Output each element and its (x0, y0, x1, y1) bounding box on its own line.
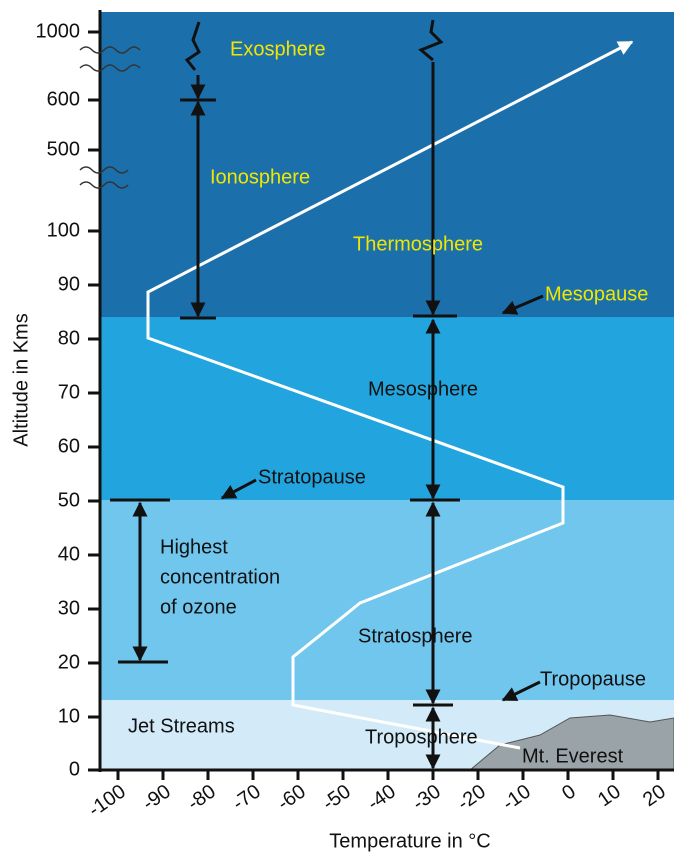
ozone-label: Highest (160, 536, 228, 558)
x-axis-title: Temperature in °C (329, 830, 490, 852)
y-tick-label: 80 (58, 327, 80, 349)
wiggles (79, 46, 141, 189)
x-tick-label: -40 (364, 780, 400, 815)
stratosphere-label: Stratosphere (358, 625, 473, 647)
thermosphere-label: Thermosphere (353, 233, 483, 255)
x-tick-label: -30 (409, 780, 445, 815)
y-axis-title: Altitude in Kms (10, 313, 32, 446)
x-tick-label: -100 (84, 780, 129, 821)
everest-label: Mt. Everest (522, 745, 624, 767)
temperature-profile (146, 40, 634, 750)
y-tick-label: 10 (58, 705, 80, 727)
x-tick-label: -70 (229, 780, 265, 815)
ozone-label: concentration (160, 566, 280, 588)
x-tick-label: -20 (454, 780, 490, 815)
y-tick-label: 40 (58, 543, 80, 565)
x-tick-label: -80 (184, 780, 220, 815)
stratopause-label: Stratopause (258, 466, 366, 488)
background-bands (100, 12, 674, 771)
x-tick-label: -90 (139, 780, 175, 815)
x-tick-label: -10 (499, 780, 535, 815)
y-tick-label: 1000 (36, 20, 81, 42)
y-tick-label: 100 (47, 219, 80, 241)
mesopause-label: Mesopause (545, 283, 648, 305)
y-tick-label: 500 (47, 138, 80, 160)
jet-streams-label: Jet Streams (128, 715, 235, 737)
x-tick-label: 10 (594, 780, 625, 811)
y-tick-label: 600 (47, 88, 80, 110)
troposphere-label: Troposphere (365, 726, 478, 748)
ionosphere-label: Ionosphere (210, 166, 310, 188)
mesosphere-label: Mesosphere (368, 378, 478, 400)
ozone-label: of ozone (160, 596, 237, 618)
y-tick-label: 90 (58, 273, 80, 295)
y-tick-label: 70 (58, 381, 80, 403)
layer-arrows (110, 19, 544, 770)
y-tick-label: 0 (69, 758, 80, 780)
y-tick-label: 60 (58, 435, 80, 457)
exosphere-label: Exosphere (230, 38, 326, 60)
y-tick-label: 30 (58, 597, 80, 619)
x-ticks: -100 -90 -80 -70 -60 -50 -40 -30 -20 -10 0 10 20 (84, 770, 670, 821)
y-tick-label: 20 (58, 651, 80, 673)
y-tick-label: 50 (58, 489, 80, 511)
x-tick-label: -50 (319, 780, 355, 815)
x-tick-label: -60 (274, 780, 310, 815)
tropopause-label: Tropopause (540, 668, 646, 690)
x-tick-label: 20 (639, 780, 670, 811)
x-tick-label: 0 (558, 780, 580, 804)
